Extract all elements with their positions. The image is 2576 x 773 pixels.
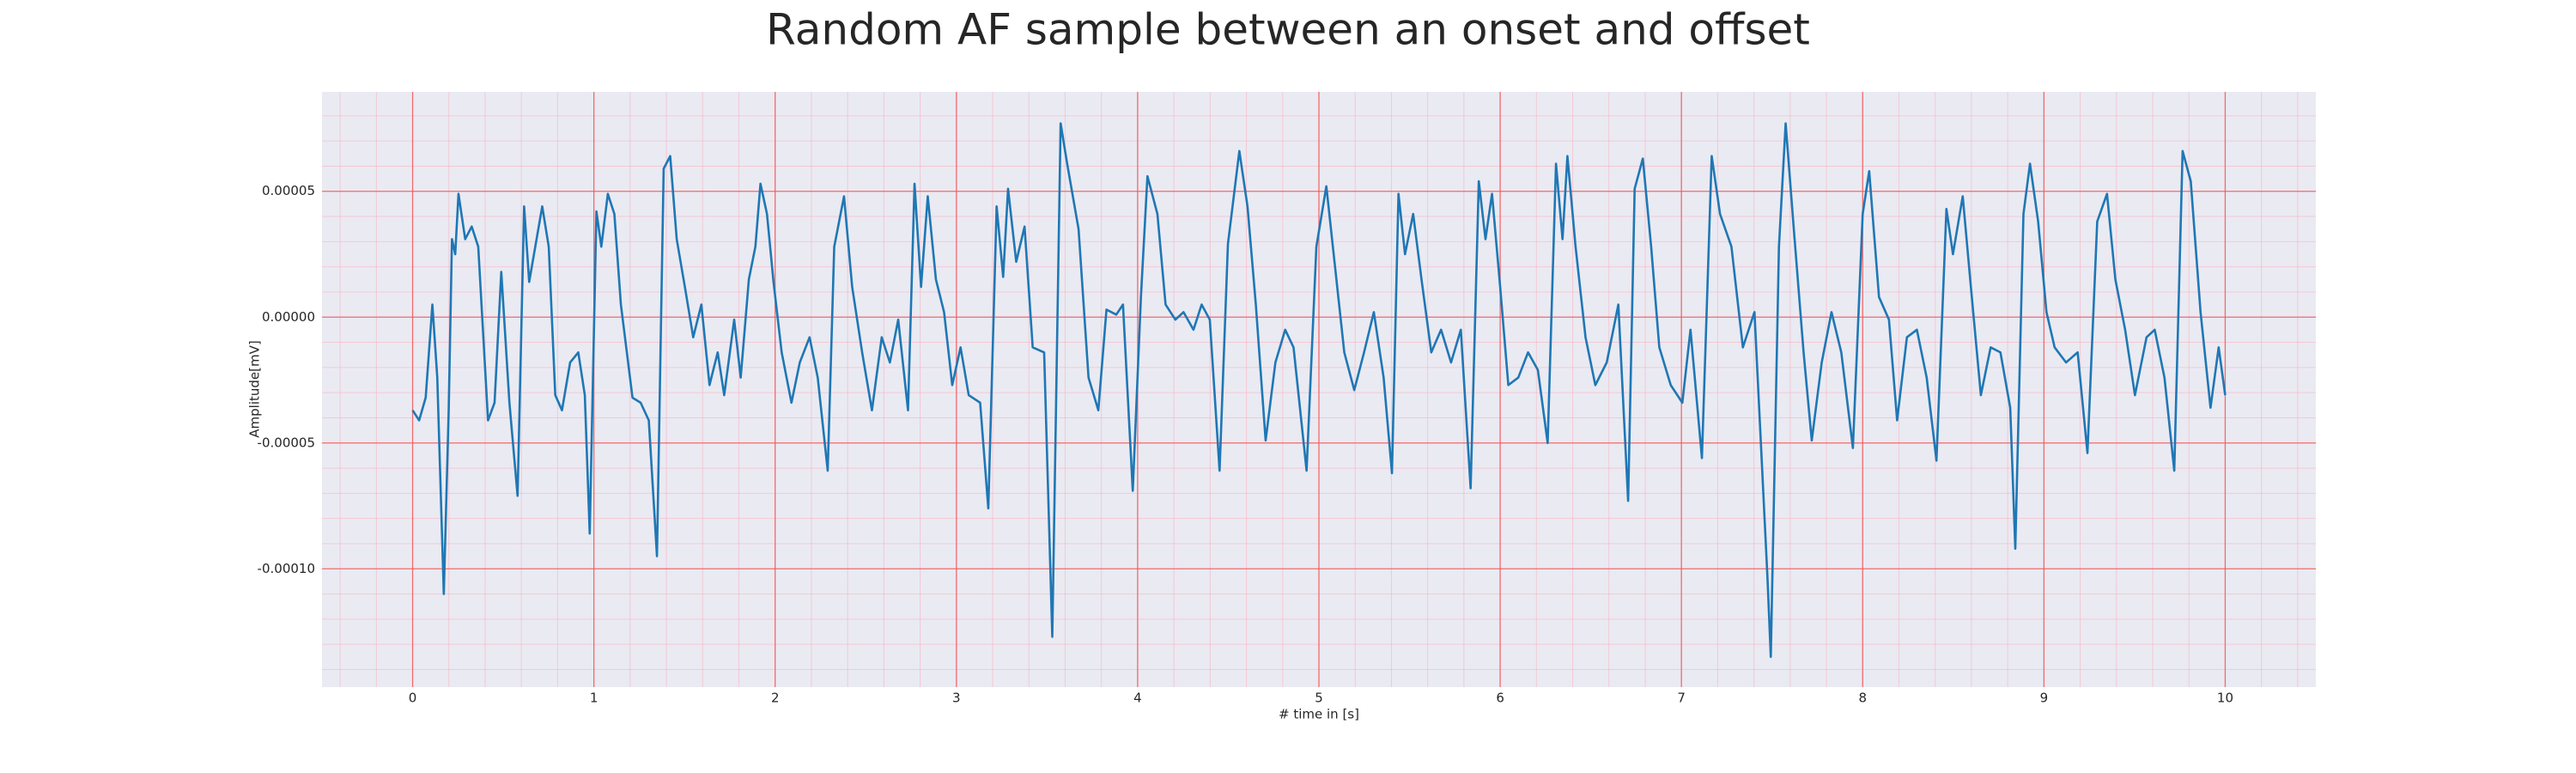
y-tick-label: 0.00000 xyxy=(262,309,315,325)
x-tick-label: 2 xyxy=(771,691,780,706)
x-tick-label: 4 xyxy=(1133,691,1142,706)
y-tick-label: -0.00005 xyxy=(258,435,315,450)
y-axis-label: Amplitude[mV] xyxy=(247,340,263,437)
signal-line xyxy=(411,122,2227,659)
x-tick-label: 8 xyxy=(1858,691,1867,706)
x-tick-label: 9 xyxy=(2040,691,2049,706)
x-tick-label: 10 xyxy=(2217,691,2233,706)
marks xyxy=(411,122,2227,659)
y-tick-label: -0.00010 xyxy=(258,561,315,576)
x-tick-label: 6 xyxy=(1496,691,1504,706)
x-tick-label: 7 xyxy=(1677,691,1686,706)
y-tick-label: 0.00005 xyxy=(262,183,315,198)
x-tick-label: 3 xyxy=(952,691,961,706)
grid xyxy=(322,92,2316,687)
x-tick-label: 0 xyxy=(409,691,417,706)
chart-title: Random AF sample between an onset and of… xyxy=(766,5,1810,55)
x-axis-label: # time in [s] xyxy=(1279,707,1359,722)
x-tick-label: 5 xyxy=(1315,691,1323,706)
x-tick-label: 1 xyxy=(590,691,598,706)
